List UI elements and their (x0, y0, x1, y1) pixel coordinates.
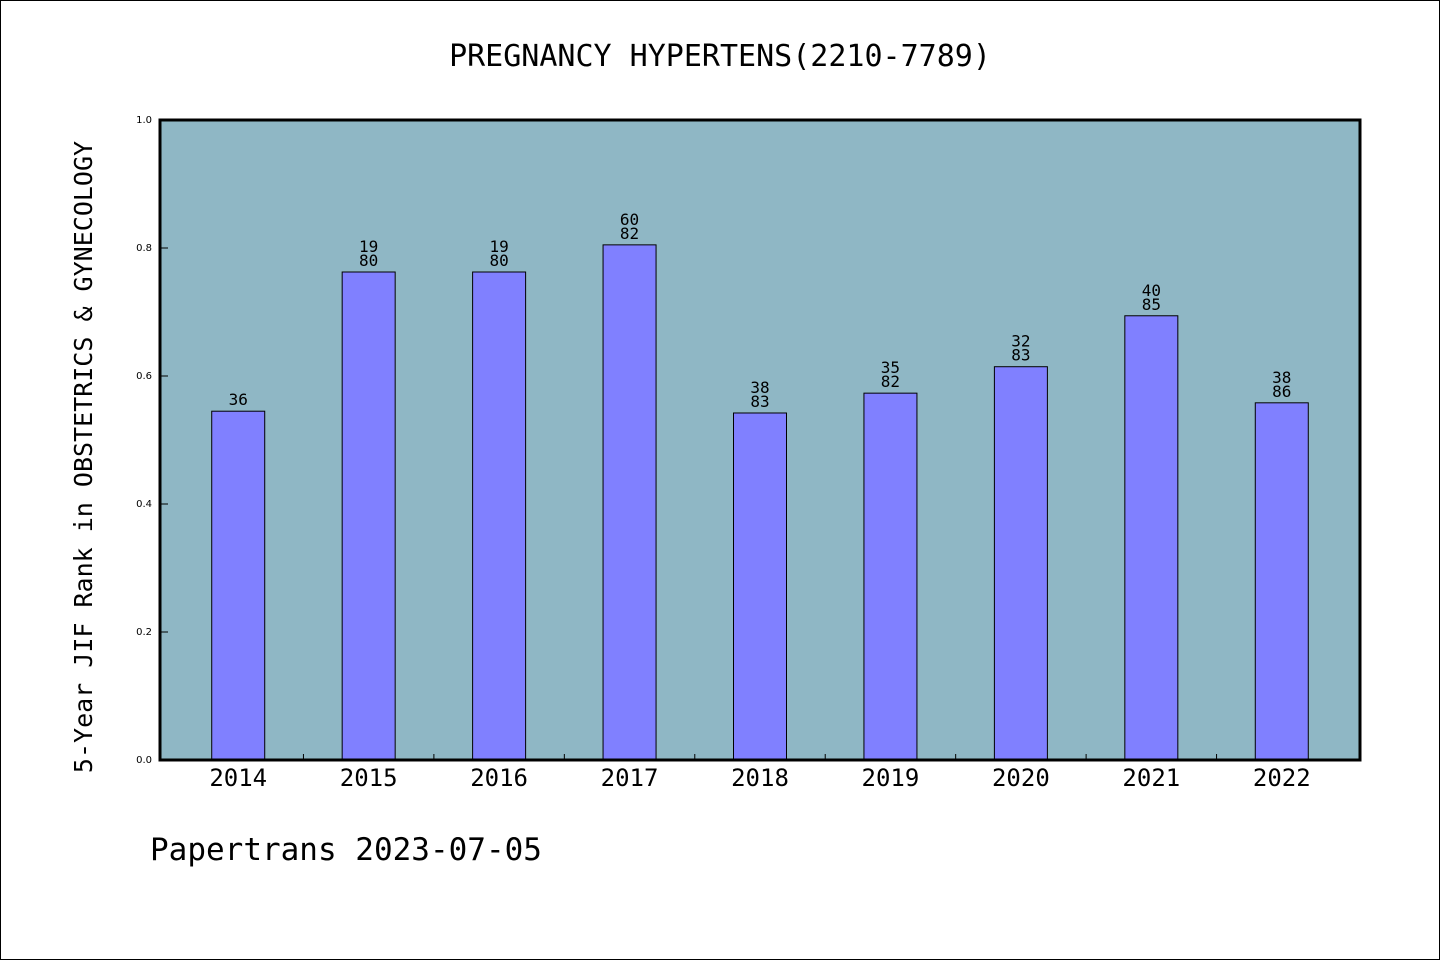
bar-label-2020: 83 (1011, 346, 1030, 365)
x-tick-label: 2018 (731, 764, 789, 792)
x-tick-label: 2014 (209, 764, 267, 792)
bar-2018 (733, 412, 787, 761)
y-tick-label: 0.0 (136, 755, 152, 766)
plot-border (158, 118, 1362, 762)
bar-2022 (1254, 402, 1309, 761)
x-tick-label: 2015 (340, 764, 398, 792)
bar-label-2016: 80 (489, 251, 508, 270)
bars-group (211, 244, 1309, 761)
bar-label-2014: 36 (229, 390, 248, 409)
bar-label-2015: 19 (359, 237, 378, 256)
bar-label-2015: 80 (359, 251, 378, 270)
x-tick-label: 2022 (1253, 764, 1311, 792)
y-tick-label: 1.0 (136, 115, 152, 126)
y-axis-label: 5-Year JIF Rank in OBSTETRICS & GYNECOLO… (69, 141, 98, 773)
y-tick-label: 0.6 (136, 371, 152, 382)
bar-2014 (211, 410, 266, 761)
bar-label-2017: 82 (620, 224, 639, 243)
bar-label-2018: 38 (750, 378, 769, 397)
x-ticks-group: 2014 2015 2016 2017 2018 2019 2020 2021 2022 (209, 754, 1311, 792)
chart-title: PREGNANCY HYPERTENS(2210-7789) (449, 39, 991, 74)
bar-label-2021: 40 (1142, 281, 1161, 300)
x-tick-label: 2020 (992, 764, 1050, 792)
bar-label-2022: 86 (1272, 382, 1291, 401)
bar-label-2020: 32 (1011, 332, 1030, 351)
x-tick-label: 2017 (601, 764, 659, 792)
y-ticks-group: 0.0 0.2 0.4 0.6 0.8 1.0 (136, 115, 168, 766)
y-tick-label: 0.8 (136, 243, 152, 254)
x-tick-label: 2016 (470, 764, 528, 792)
bar-2017 (602, 244, 657, 761)
y-tick-label: 0.4 (136, 499, 152, 510)
bar-label-2018: 83 (750, 392, 769, 411)
bar-label-2022: 38 (1272, 368, 1291, 387)
bar-label-2021: 85 (1142, 295, 1161, 314)
bar-label-2019: 82 (881, 372, 900, 391)
bar-2019 (863, 392, 918, 761)
footer-credit: Papertrans 2023-07-05 (150, 832, 542, 868)
bar-label-2017: 60 (620, 210, 639, 229)
bar-2016 (472, 271, 527, 761)
bar-2015 (341, 271, 396, 761)
x-tick-label: 2019 (862, 764, 920, 792)
x-tick-label: 2021 (1122, 764, 1180, 792)
bar-label-2016: 19 (489, 237, 508, 256)
bar-label-2019: 35 (881, 358, 900, 377)
y-tick-label: 0.2 (136, 627, 152, 638)
bar-2021 (1124, 315, 1179, 761)
bar-2020 (993, 366, 1048, 761)
